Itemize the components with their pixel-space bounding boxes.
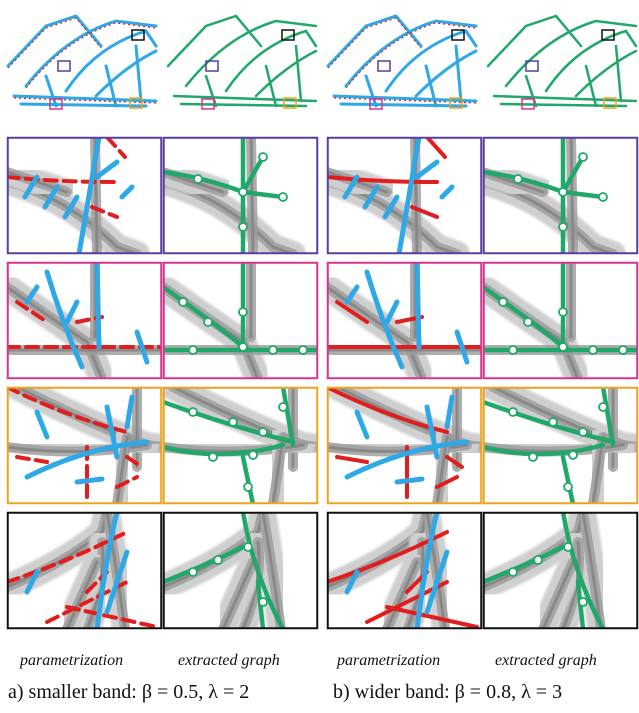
inset-box-purple <box>205 60 219 72</box>
label-parametrization-b: parametrization <box>337 652 441 669</box>
zoom-panel-magenta-graph-b <box>482 261 639 380</box>
inset-box-magenta <box>369 98 383 110</box>
inset-box-black <box>131 29 145 41</box>
inset-box-black <box>601 29 615 41</box>
zoom-panel-purple-graph-b <box>482 136 639 255</box>
label-extracted-graph-a: extracted graph <box>178 652 280 669</box>
zoom-panel-black-parametrization-b <box>326 511 483 630</box>
inset-box-magenta <box>49 98 63 110</box>
label-parametrization-a: parametrization <box>20 652 124 669</box>
zoom-panel-orange-graph-a <box>162 386 319 505</box>
thumbnail-parametrization-a <box>6 14 158 110</box>
thumb-drawing <box>6 14 158 108</box>
thumbnail-parametrization-b <box>326 14 478 110</box>
zoom-panel-magenta-parametrization-b <box>326 261 483 380</box>
zoom-panel-purple-parametrization-a <box>6 136 163 255</box>
inset-box-magenta <box>201 98 215 110</box>
inset-box-purple <box>57 60 71 72</box>
zoom-panel-orange-parametrization-a <box>6 386 163 505</box>
zoom-panel-orange-parametrization-b <box>326 386 483 505</box>
inset-box-black <box>281 29 295 41</box>
inset-box-orange <box>283 97 297 109</box>
zoom-panel-magenta-parametrization-a <box>6 261 163 380</box>
zoom-panel-magenta-graph-a <box>162 261 319 380</box>
inset-box-magenta <box>521 98 535 110</box>
caption-b: b) wider band: β = 0.8, λ = 3 <box>333 681 563 703</box>
zoom-panel-black-graph-b <box>482 511 639 630</box>
inset-box-orange <box>449 97 463 109</box>
label-extracted-graph-b: extracted graph <box>495 652 597 669</box>
zoom-panel-black-parametrization-a <box>6 511 163 630</box>
thumbnail-graph-b <box>486 14 638 110</box>
inset-box-purple <box>377 60 391 72</box>
inset-box-black <box>451 29 465 41</box>
zoom-panel-grid <box>6 136 639 630</box>
inset-box-orange <box>129 97 143 109</box>
zoom-panel-orange-graph-b <box>482 386 639 505</box>
inset-box-orange <box>603 97 617 109</box>
thumbnail-graph-a <box>166 14 318 110</box>
zoom-panel-black-graph-a <box>162 511 319 630</box>
zoom-panel-purple-parametrization-b <box>326 136 483 255</box>
zoom-panel-purple-graph-a <box>162 136 319 255</box>
inset-box-purple <box>525 60 539 72</box>
caption-a: a) smaller band: β = 0.5, λ = 2 <box>8 681 250 703</box>
